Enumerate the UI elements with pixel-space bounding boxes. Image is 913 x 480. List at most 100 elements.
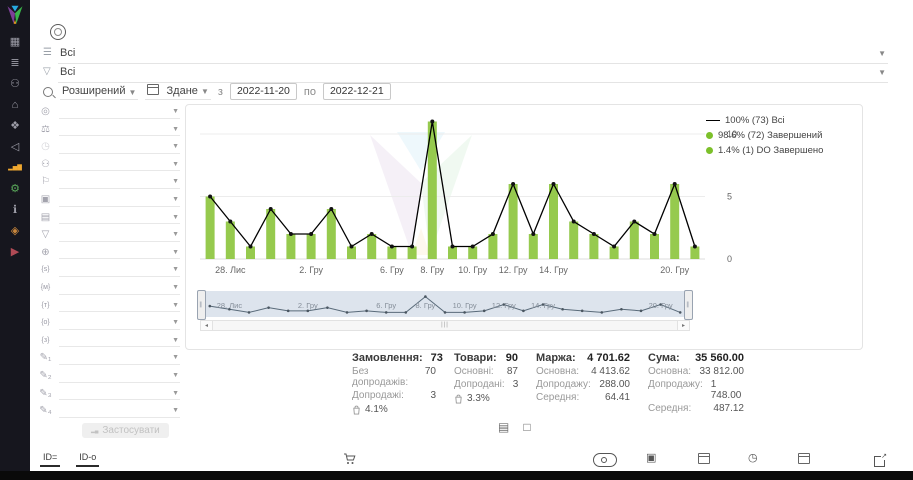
filter-row-utm-source[interactable]: {s} ▼ [38, 262, 180, 280]
legend-item[interactable]: 100% (73) Всі [706, 115, 823, 126]
scroll-left-icon[interactable]: ◂ [201, 321, 213, 330]
svg-text:10: 10 [727, 129, 737, 139]
chevron-down-icon: ▼ [172, 371, 179, 379]
date-type-value: Здане [166, 85, 198, 97]
stat-sub-value: 487.12 [713, 403, 744, 414]
statistics-icon[interactable]: ▂▅▇ [8, 165, 22, 171]
svg-text:20. Гру: 20. Гру [660, 265, 689, 275]
stat-title: Замовлення: [352, 352, 423, 364]
dashboard-icon[interactable]: ▦ [9, 36, 21, 48]
scrollbar-grip[interactable]: ||| [441, 322, 449, 328]
calendar-icon-1[interactable] [698, 453, 710, 464]
stats-column: Сума: 35 560.00 Основна: 33 812.00 Допродажу… [648, 352, 744, 415]
clock-icon[interactable]: ◷ [748, 452, 758, 464]
filter-row-custom-field-3[interactable]: ✎₃ ▼ [38, 386, 180, 404]
clients-icon[interactable]: ⚇ [10, 78, 20, 90]
search-icon[interactable] [43, 86, 53, 97]
filter-row-card[interactable]: ▤ ▼ [38, 210, 180, 228]
legend-item[interactable]: 98.6% (72) Завершений [706, 130, 823, 141]
filter-row-utm-medium[interactable]: {м} ▼ [38, 280, 180, 298]
app-logo-icon[interactable] [4, 4, 26, 26]
chart-scrollbar[interactable]: ◂ ||| ▸ [200, 320, 690, 331]
location-icon: ⚐ [41, 176, 50, 188]
eye-icon[interactable] [593, 453, 617, 467]
products-icon[interactable]: ❖ [10, 120, 20, 132]
orders-chart[interactable]: 0 5 10 28. Лис 2. Гру 6. Гру 8. Гру 10. Гру 12. … [192, 109, 752, 281]
filter-field[interactable]: ▼ [59, 351, 180, 365]
filter-panel: ◎ ▼ ⚖ ▼ ◷ ▼ ⚇ ▼ ⚐ ▼ ▣ ▼ ▤ ▼ ▽ ▼ ⊕ ▼ {s} ▼ {м} ▼ {т} ▼ {о} ▼ {з} ▼ ✎₁… [38, 104, 180, 421]
filter-row-product[interactable]: ▣ ▼ [38, 192, 180, 210]
funnel-filter-dropdown[interactable]: ▽ Всі ▼ [43, 64, 888, 83]
package-icon[interactable]: ▣ [646, 452, 657, 464]
svg-text:2. Гру: 2. Гру [298, 301, 318, 310]
filter-row-funnel[interactable]: ▽ ▼ [38, 227, 180, 245]
date-to-input[interactable]: 2022-12-21 [322, 83, 391, 100]
utm-source-icon: {s} [41, 266, 50, 274]
filter-field[interactable]: ▼ [59, 281, 180, 295]
cart-icon[interactable] [343, 453, 356, 468]
chevron-down-icon: ▼ [172, 178, 179, 186]
chart-navigator[interactable]: 28. Лис 2. Гру 6. Гру 8. Гру 10. Гру 12. Гру 1… [197, 290, 693, 320]
filter-field[interactable]: ▼ [59, 316, 180, 330]
navigator-left-handle[interactable] [197, 290, 206, 320]
filter-field[interactable]: ▼ [59, 140, 180, 154]
chart-view-icon[interactable]: ▤ [498, 420, 510, 434]
filter-field[interactable]: ▼ [59, 369, 180, 383]
orders-icon[interactable]: ≣ [10, 57, 20, 69]
stat-value: 4 701.62 [587, 352, 630, 364]
info-icon[interactable]: ℹ [12, 204, 18, 216]
warehouse-icon[interactable]: ⌂ [11, 98, 19, 111]
filter-field[interactable]: ▼ [59, 246, 180, 260]
apply-button[interactable]: ▂▄ Застосувати [82, 423, 169, 438]
filter-field[interactable]: ▼ [59, 228, 180, 242]
scroll-right-icon[interactable]: ▸ [677, 321, 689, 330]
settings-icon[interactable]: ⚙ [10, 183, 20, 195]
navigator-right-handle[interactable] [684, 290, 693, 320]
filter-field[interactable]: ▼ [59, 175, 180, 189]
filter-row-status[interactable]: ◎ ▼ [38, 104, 180, 122]
status-filter-dropdown[interactable]: ☰ Всі ▼ [43, 45, 888, 64]
stat-value: 90 [505, 352, 518, 364]
filter-row-payment[interactable]: ⚖ ▼ [38, 122, 180, 140]
video-icon[interactable]: ▶ [10, 246, 20, 258]
filter-field[interactable]: ▼ [59, 105, 180, 119]
status-icon: ◎ [41, 106, 50, 117]
filter-row-location[interactable]: ⚐ ▼ [38, 174, 180, 192]
products-view-icon[interactable]: □ [523, 420, 531, 434]
tab-id-o[interactable]: ID-o [76, 451, 100, 467]
filter-field[interactable]: ▼ [59, 387, 180, 401]
marketing-icon[interactable]: ◁ [10, 141, 20, 153]
external-link-icon[interactable] [874, 452, 887, 467]
filter-row-custom-field-1[interactable]: ✎₁ ▼ [38, 350, 180, 368]
filter-field[interactable]: ▼ [59, 404, 180, 418]
filter-row-manager[interactable]: ⚇ ▼ [38, 157, 180, 175]
main-area: ☰ Всі ▼ ▽ Всі ▼ Розширений ▼ Здане ▼ з 2… [30, 0, 913, 471]
filter-row-globe[interactable]: ⊕ ▼ [38, 245, 180, 263]
tab-id-eq[interactable]: ID= [40, 451, 61, 467]
date-from-input[interactable]: 2022-11-20 [229, 83, 297, 100]
date-type-select[interactable]: Здане ▼ [145, 83, 211, 100]
apply-button-label: Застосувати [102, 425, 160, 436]
filter-field[interactable]: ▼ [59, 263, 180, 277]
filter-row-custom-field-2[interactable]: ✎₂ ▼ [38, 368, 180, 386]
calendar-icon-2[interactable] [798, 453, 810, 464]
legend-item[interactable]: 1.4% (1) DO Завершено [706, 145, 823, 156]
stat-sub-label: Без допродажів: [352, 366, 409, 388]
filter-field[interactable]: ▼ [59, 123, 180, 137]
filter-row-utm-campaign[interactable]: {з} ▼ [38, 333, 180, 351]
tags-icon[interactable]: ◈ [10, 225, 20, 237]
stat-sub-label: Основна: [536, 366, 580, 377]
filter-field[interactable]: ▼ [59, 334, 180, 348]
filter-field[interactable]: ▼ [59, 158, 180, 172]
svg-text:20. Гру: 20. Гру [649, 301, 673, 310]
filter-row-custom-field-4[interactable]: ✎₄ ▼ [38, 403, 180, 421]
filter-field[interactable]: ▼ [59, 299, 180, 313]
mode-select[interactable]: Розширений ▼ [60, 84, 139, 100]
filters-toggle-icon[interactable] [50, 24, 66, 40]
filter-row-time[interactable]: ◷ ▼ [38, 139, 180, 157]
chevron-down-icon: ▼ [172, 160, 179, 168]
filter-row-utm-content[interactable]: {о} ▼ [38, 315, 180, 333]
filter-row-utm-term[interactable]: {т} ▼ [38, 298, 180, 316]
filter-field[interactable]: ▼ [59, 211, 180, 225]
filter-field[interactable]: ▼ [59, 193, 180, 207]
